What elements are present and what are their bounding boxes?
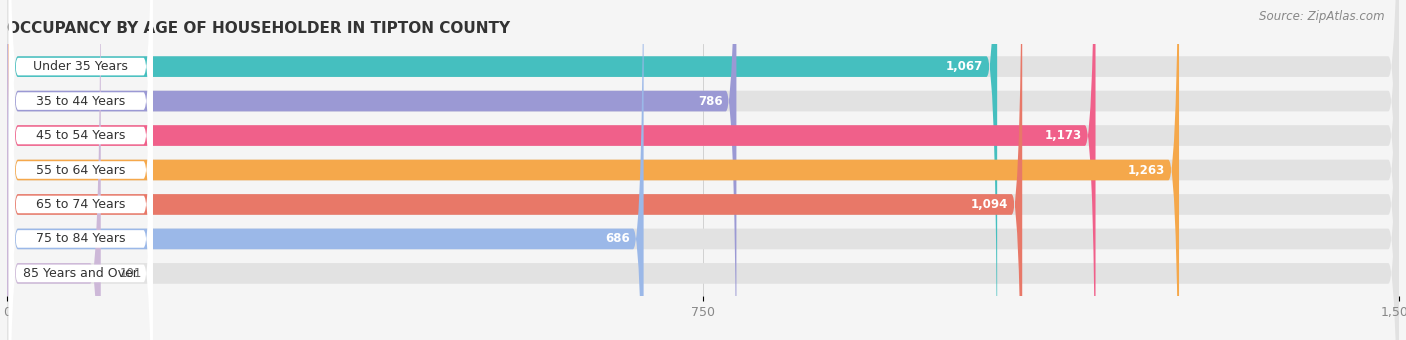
FancyBboxPatch shape: [8, 0, 153, 340]
Text: 786: 786: [697, 95, 723, 107]
FancyBboxPatch shape: [8, 0, 153, 340]
Text: 75 to 84 Years: 75 to 84 Years: [37, 233, 125, 245]
Text: 55 to 64 Years: 55 to 64 Years: [37, 164, 125, 176]
Text: 1,263: 1,263: [1128, 164, 1166, 176]
Text: 1,067: 1,067: [946, 60, 983, 73]
FancyBboxPatch shape: [7, 0, 1095, 340]
FancyBboxPatch shape: [7, 0, 1399, 340]
FancyBboxPatch shape: [7, 0, 1180, 340]
FancyBboxPatch shape: [8, 0, 153, 340]
Text: 1,173: 1,173: [1045, 129, 1081, 142]
Text: Under 35 Years: Under 35 Years: [34, 60, 128, 73]
Text: 45 to 54 Years: 45 to 54 Years: [37, 129, 125, 142]
FancyBboxPatch shape: [7, 0, 644, 340]
FancyBboxPatch shape: [8, 0, 153, 340]
Text: 65 to 74 Years: 65 to 74 Years: [37, 198, 125, 211]
FancyBboxPatch shape: [8, 0, 153, 340]
FancyBboxPatch shape: [7, 0, 1399, 340]
Text: 1,094: 1,094: [972, 198, 1008, 211]
FancyBboxPatch shape: [7, 0, 1399, 340]
Text: Source: ZipAtlas.com: Source: ZipAtlas.com: [1260, 10, 1385, 23]
FancyBboxPatch shape: [8, 0, 153, 340]
FancyBboxPatch shape: [7, 0, 1399, 340]
FancyBboxPatch shape: [8, 0, 153, 340]
Text: 686: 686: [605, 233, 630, 245]
FancyBboxPatch shape: [7, 0, 1399, 340]
Text: 101: 101: [120, 267, 142, 280]
FancyBboxPatch shape: [7, 0, 101, 340]
FancyBboxPatch shape: [7, 0, 1399, 340]
FancyBboxPatch shape: [7, 0, 997, 340]
Text: 35 to 44 Years: 35 to 44 Years: [37, 95, 125, 107]
Text: 85 Years and Over: 85 Years and Over: [24, 267, 138, 280]
FancyBboxPatch shape: [7, 0, 737, 340]
Text: OCCUPANCY BY AGE OF HOUSEHOLDER IN TIPTON COUNTY: OCCUPANCY BY AGE OF HOUSEHOLDER IN TIPTO…: [7, 21, 510, 36]
FancyBboxPatch shape: [7, 0, 1399, 340]
FancyBboxPatch shape: [7, 0, 1022, 340]
